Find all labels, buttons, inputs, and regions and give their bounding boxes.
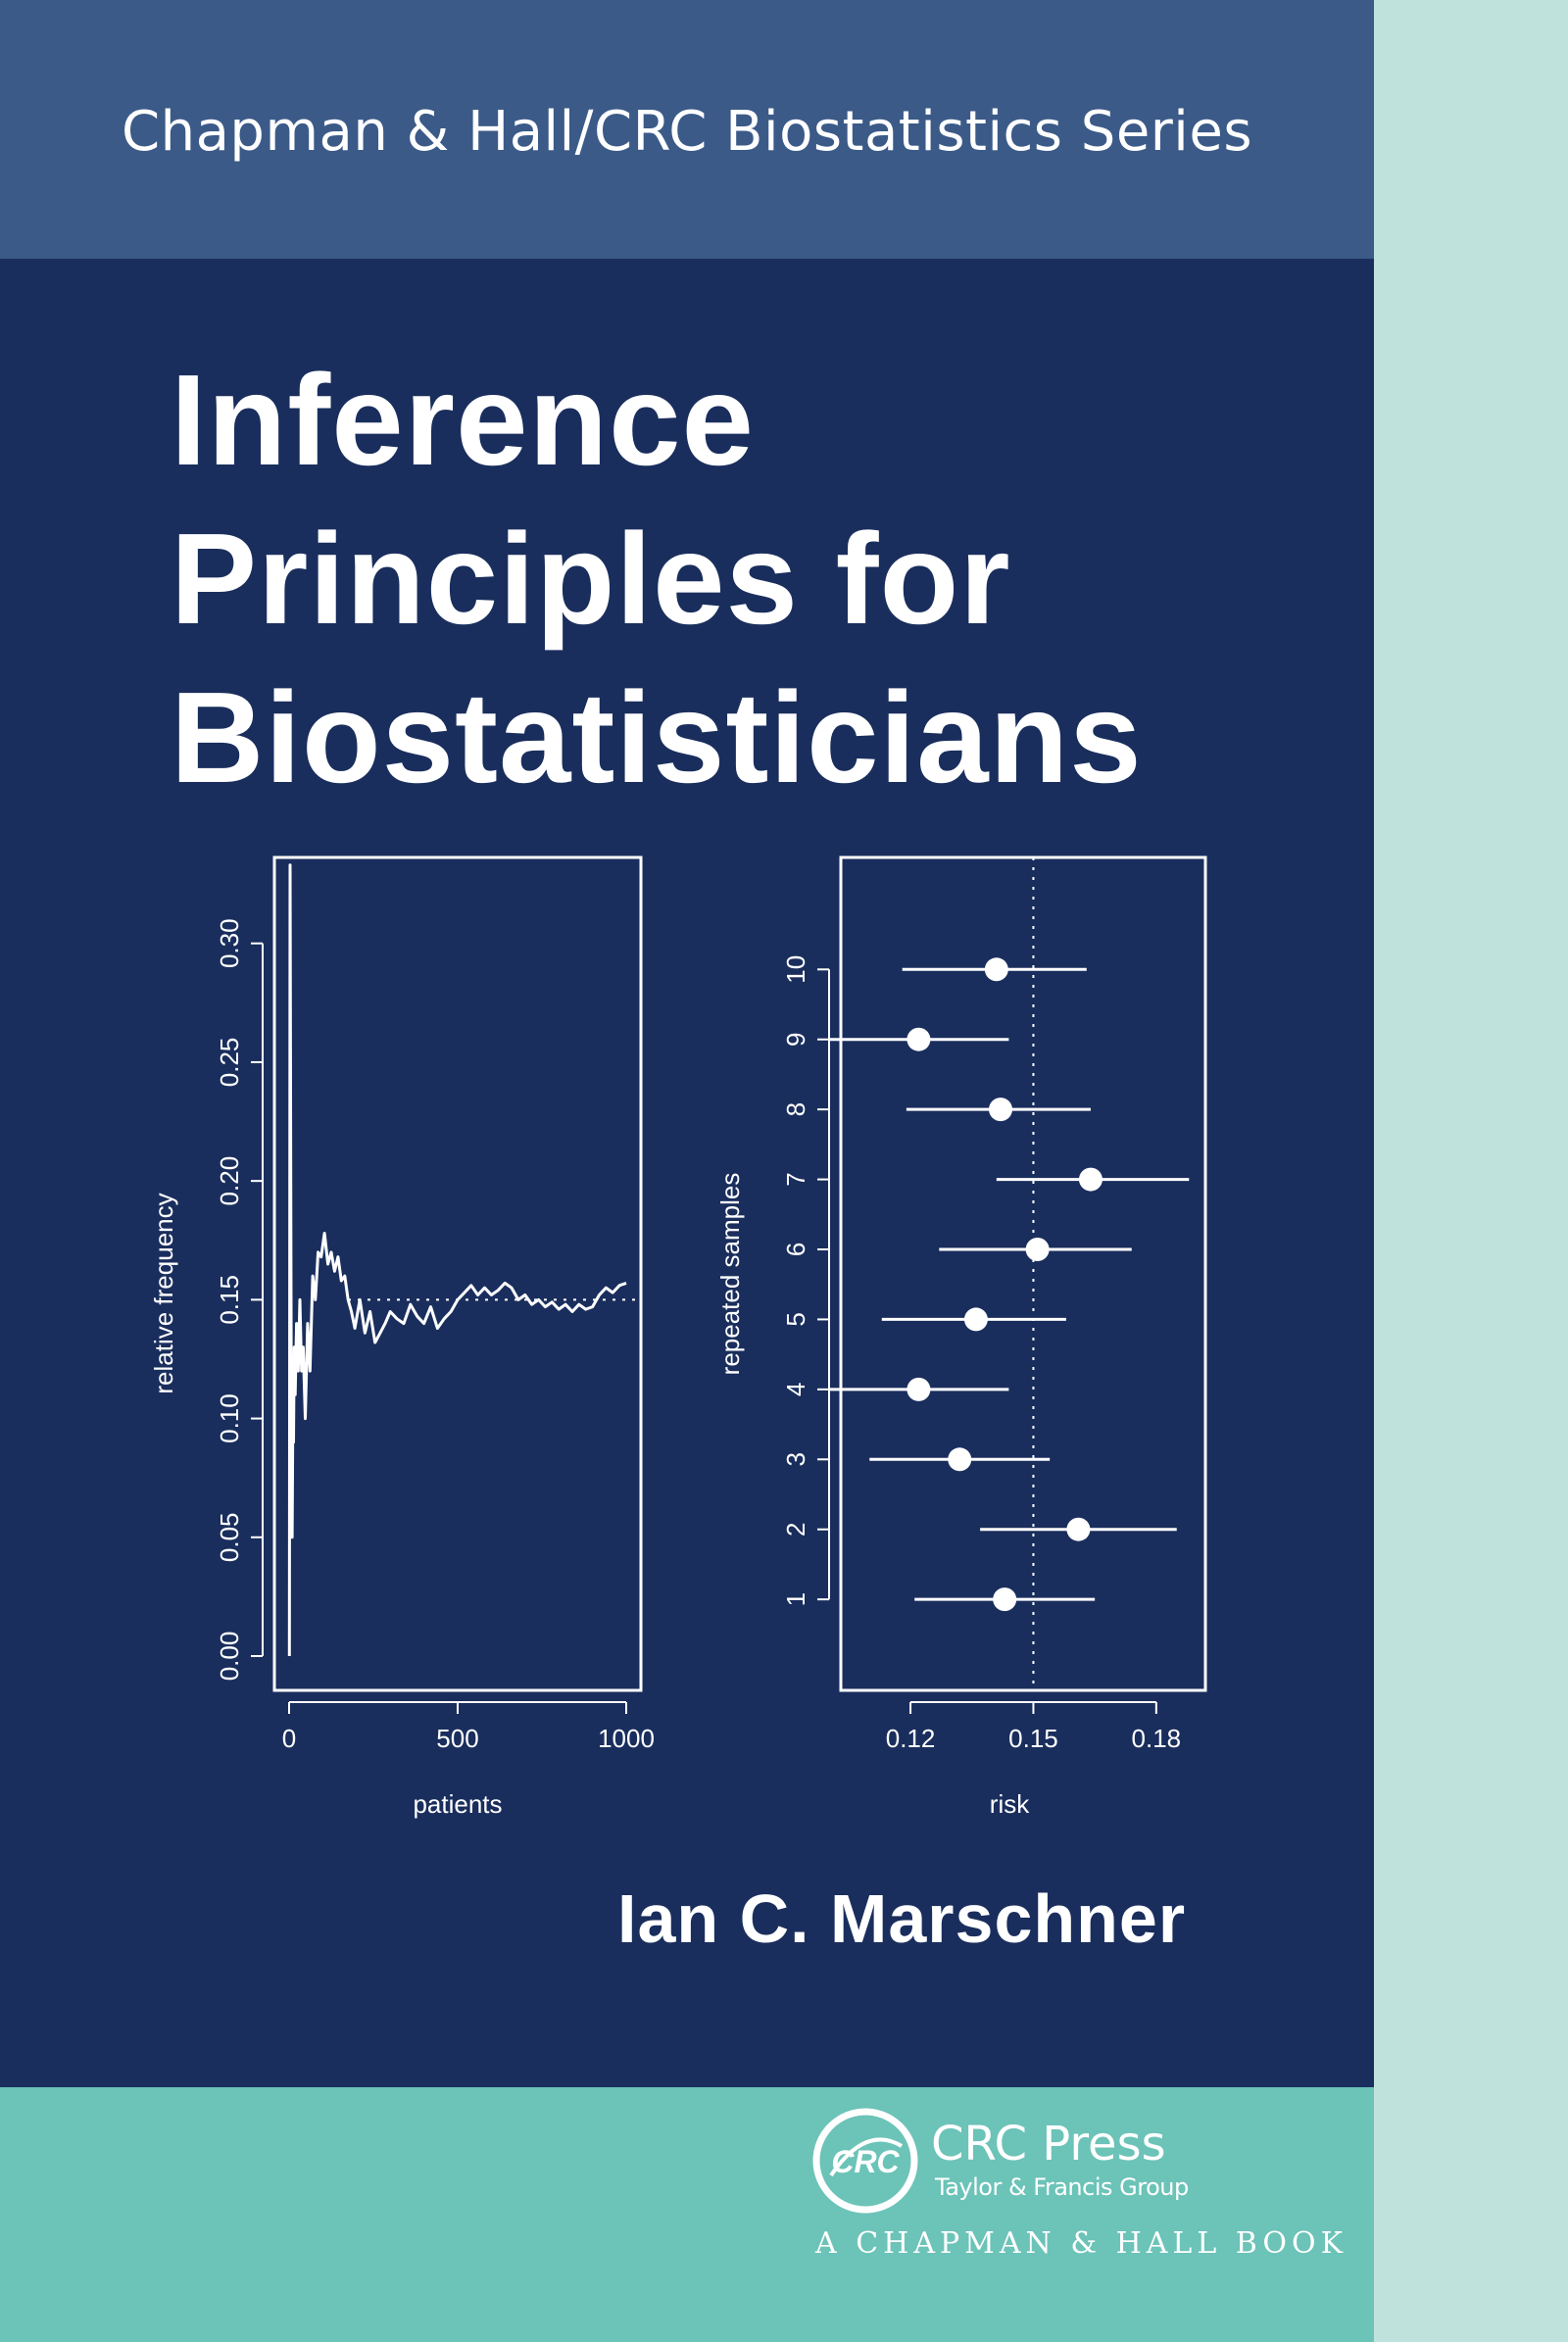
x-tick-label: 0.18	[1132, 1724, 1182, 1753]
y-tick-label: 6	[781, 1243, 810, 1256]
estimate-point	[984, 957, 1008, 982]
y-tick-label: 3	[781, 1452, 810, 1466]
publisher-band	[0, 2087, 1374, 2342]
series-title: Chapman & Hall/CRC Biostatistics Series	[122, 99, 1252, 164]
publisher-imprint: A CHAPMAN & HALL BOOK	[815, 2226, 1348, 2261]
y-tick-label: 0.00	[215, 1632, 244, 1682]
x-axis-label: risk	[990, 1789, 1030, 1819]
y-tick-label: 5	[781, 1312, 810, 1326]
y-tick-label: 8	[781, 1102, 810, 1116]
y-axis-label: relative frequency	[149, 1193, 178, 1393]
estimate-point	[1025, 1238, 1050, 1261]
cover-figures: 0.00 0.05 0.10 0.15 0.20 0.25 0.30 relative fre…	[149, 855, 1207, 1819]
x-tick-label: 500	[436, 1724, 478, 1753]
x-axis-label: patients	[413, 1789, 502, 1819]
estimate-point	[993, 1587, 1017, 1612]
x-tick-label: 0	[282, 1724, 296, 1753]
estimate-point	[989, 1098, 1013, 1122]
estimate-point	[963, 1307, 988, 1332]
right-color-strip	[1374, 0, 1568, 2342]
x-tick-label: 1000	[598, 1724, 655, 1753]
x-tick-label: 0.15	[1008, 1724, 1058, 1753]
y-tick-label: 7	[781, 1172, 810, 1186]
y-tick-label: 0.30	[215, 918, 244, 968]
y-tick-label: 2	[781, 1522, 810, 1536]
book-title: Inference Principles for Biostatistician…	[171, 341, 1143, 817]
relative-frequency-plot: 0.00 0.05 0.10 0.15 0.20 0.25 0.30 relative fre…	[149, 855, 655, 1819]
y-tick-label: 4	[781, 1383, 810, 1396]
plot-frame	[839, 855, 1207, 1692]
title-line-1: Inference	[171, 348, 755, 492]
y-tick-label: 10	[781, 955, 810, 984]
book-cover	[0, 0, 1374, 2342]
y-tick-label: 0.25	[215, 1038, 244, 1088]
crc-logo-text: CRC	[831, 2144, 900, 2179]
relative-frequency-line	[287, 863, 627, 1657]
y-axis-label: repeated samples	[715, 1173, 745, 1376]
y-tick-label: 0.15	[215, 1275, 244, 1325]
publisher-group: Taylor & Francis Group	[935, 2173, 1189, 2201]
series-band: Chapman & Hall/CRC Biostatistics Series	[0, 0, 1374, 259]
estimate-point	[1066, 1517, 1091, 1541]
estimate-point	[1078, 1167, 1102, 1192]
crc-logo-icon: CRC	[812, 2108, 918, 2214]
plot-frame	[272, 855, 643, 1692]
estimate-point	[906, 1377, 931, 1401]
repeated-samples-plot: 1 2 3 4 5 6 7 8 9 10 repeated samples 0.12 0.15 0.18 r…	[715, 855, 1207, 1819]
y-tick-label: 0.10	[215, 1393, 244, 1443]
y-tick-label: 0.20	[215, 1156, 244, 1206]
x-tick-label: 0.12	[886, 1724, 936, 1753]
title-line-2: Principles for	[171, 507, 1011, 651]
y-tick-label: 9	[781, 1032, 810, 1046]
author-name: Ian C. Marschner	[617, 1880, 1187, 1957]
estimate-point	[906, 1027, 931, 1051]
y-tick-label: 1	[781, 1592, 810, 1606]
title-line-3: Biostatisticians	[171, 665, 1143, 809]
y-tick-label: 0.05	[215, 1512, 244, 1562]
publisher-name: CRC Press	[931, 2117, 1166, 2171]
estimate-point	[948, 1447, 972, 1472]
